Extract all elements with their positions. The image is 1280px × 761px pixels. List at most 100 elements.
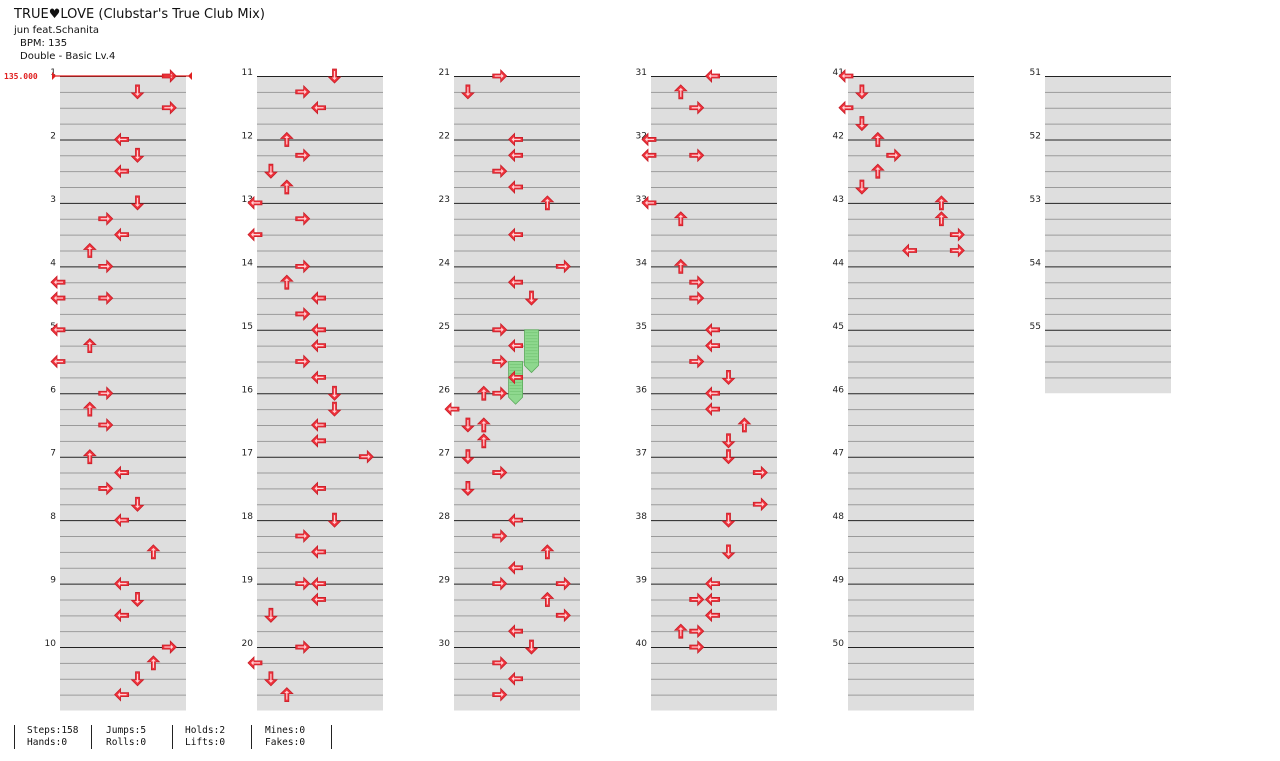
measure-number: 48 [833,512,845,522]
measure-number: 31 [636,68,647,78]
stats-column-jumps: Jumps:5 Rolls:0 [94,725,173,749]
measure-number: 55 [1030,322,1041,332]
measure-7 [60,456,186,521]
measure-number: 27 [439,449,450,459]
measure-36 [651,393,777,457]
stat-mines: Mines:0 [265,725,306,736]
measure-48 [848,520,974,584]
measure-number: 46 [833,385,845,395]
measure-number: 44 [833,258,845,268]
measure-16 [257,393,383,457]
stats-column-steps: Steps:158 Hands:0 [14,725,92,749]
measure-number: 39 [636,576,648,586]
stat-fakes: Fakes:0 [265,737,306,748]
measure-number: 43 [833,195,844,205]
measure-35 [651,329,777,394]
measure-45 [848,329,974,394]
measure-4 [60,266,186,330]
measure-47 [848,456,974,521]
measure-number: 32 [636,131,647,141]
measure-number: 29 [439,576,451,586]
measure-number: 18 [242,512,254,522]
measure-12 [257,139,383,203]
measure-number: 41 [833,68,844,78]
measure-54 [1045,266,1171,330]
measure-number: 34 [636,258,648,268]
measure-24 [454,266,580,330]
chart-header: TRUE♥LOVE (Clubstar's True Club Mix) jun… [14,6,265,63]
measure-51 [1045,76,1171,140]
stat-rolls: Rolls:0 [106,737,147,748]
stats-column-mines: Mines:0 Fakes:0 [253,725,332,749]
measure-number: 6 [50,385,56,395]
measure-number: 11 [242,68,253,78]
measure-number: 17 [242,449,253,459]
measure-number: 20 [242,639,254,649]
measure-number: 49 [833,576,845,586]
measure-number: 28 [439,512,451,522]
bpm-marker-value: 135.000 [4,72,38,81]
measure-21 [454,76,580,140]
measure-40 [651,647,777,711]
measure-number: 25 [439,322,450,332]
measure-34 [651,266,777,330]
measure-15 [257,329,383,394]
measure-number: 40 [636,639,648,649]
measure-31 [651,76,777,140]
measure-number: 53 [1030,195,1041,205]
bpm-change-marker: 135.000 [4,72,192,81]
measure-number: 15 [242,322,253,332]
stat-jumps: Jumps:5 [106,725,147,736]
hold-note [508,361,523,405]
step-chart: 1234567891011121314151617181920212223242… [4,68,1171,711]
measure-number: 4 [50,258,56,268]
measure-number: 13 [242,195,253,205]
measure-number: 47 [833,449,844,459]
measure-number: 2 [50,131,56,141]
measure-number: 35 [636,322,647,332]
measure-number: 50 [833,639,845,649]
measure-37 [651,456,777,521]
measure-28 [454,520,580,584]
measure-22 [454,139,580,203]
measure-number: 1 [50,68,56,78]
measure-32 [651,139,777,203]
measure-number: 8 [50,512,56,522]
measure-number: 54 [1030,258,1042,268]
measure-42 [848,139,974,203]
measure-number: 9 [50,576,56,586]
stat-steps: Steps:158 [27,725,79,736]
measure-number: 51 [1030,68,1041,78]
measure-20 [257,647,383,711]
song-title: TRUE♥LOVE (Clubstar's True Club Mix) [14,7,265,22]
measure-46 [848,393,974,457]
measure-43 [848,202,974,267]
measure-44 [848,266,974,330]
stat-lifts: Lifts:0 [185,737,226,748]
measure-number: 26 [439,385,451,395]
measure-number: 30 [439,639,451,649]
stats-column-holds: Holds:2 Lifts:0 [173,725,252,749]
measure-number: 22 [439,131,450,141]
measure-33 [651,202,777,267]
measure-number: 19 [242,576,254,586]
measure-18 [257,520,383,584]
measure-53 [1045,202,1171,267]
measure-8 [60,520,186,584]
measure-number: 14 [242,258,254,268]
measure-number: 12 [242,131,253,141]
measure-number: 52 [1030,131,1041,141]
measure-number: 21 [439,68,450,78]
measure-2 [60,139,186,203]
measure-number: 38 [636,512,648,522]
stat-holds: Holds:2 [185,725,226,736]
measure-41 [848,76,974,140]
measure-number: 24 [439,258,451,268]
measure-19 [257,583,383,648]
song-bpm: BPM: 135 [20,38,68,49]
measure-6 [60,393,186,457]
measure-number: 33 [636,195,647,205]
measure-number: 16 [242,385,254,395]
measure-39 [651,583,777,648]
chart-difficulty: Double - Basic Lv.4 [20,51,116,62]
